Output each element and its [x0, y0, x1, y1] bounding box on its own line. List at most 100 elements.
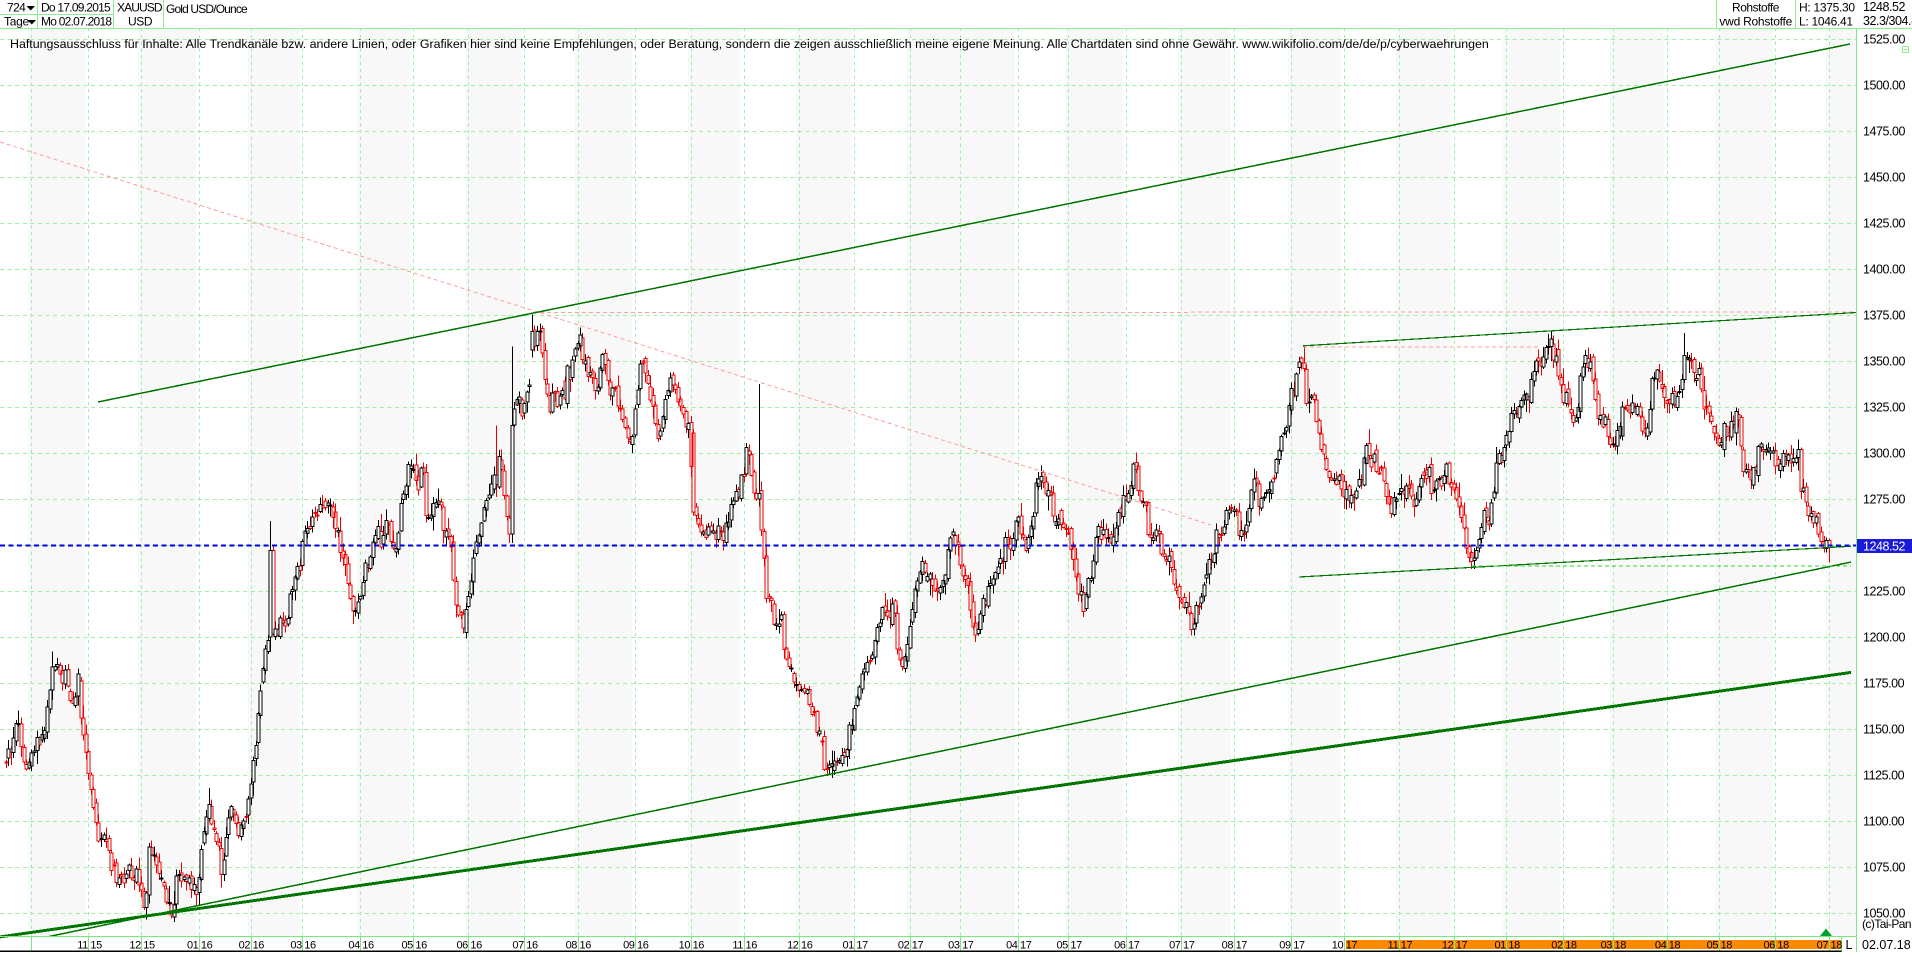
svg-text:1150.00: 1150.00 [1863, 723, 1905, 737]
svg-text:18: 18 [1777, 940, 1789, 952]
svg-text:16: 16 [693, 940, 705, 952]
svg-text:1275.00: 1275.00 [1863, 493, 1906, 507]
svg-text:vwd Rohstoffe: vwd Rohstoffe [1719, 15, 1792, 29]
svg-text:03: 03 [948, 940, 960, 952]
svg-text:XAUUSD: XAUUSD [117, 1, 163, 15]
svg-text:18: 18 [1831, 940, 1843, 952]
svg-text:1225.00: 1225.00 [1863, 585, 1906, 599]
svg-text:1450.00: 1450.00 [1863, 171, 1906, 185]
svg-text:16: 16 [201, 940, 213, 952]
svg-text:Mo 02.07.2018: Mo 02.07.2018 [41, 15, 112, 29]
svg-text:11: 11 [732, 940, 743, 952]
svg-text:1475.00: 1475.00 [1863, 125, 1906, 139]
svg-text:08: 08 [1222, 940, 1234, 952]
svg-text:07: 07 [512, 940, 524, 952]
svg-text:18: 18 [1615, 940, 1627, 952]
svg-text:16: 16 [253, 940, 265, 952]
svg-text:04: 04 [1655, 940, 1667, 952]
svg-text:1400.00: 1400.00 [1863, 263, 1906, 277]
svg-text:17: 17 [1070, 940, 1082, 952]
svg-text:01: 01 [842, 940, 854, 952]
svg-text:17: 17 [1401, 940, 1413, 952]
svg-text:01: 01 [1494, 940, 1506, 952]
svg-text:01: 01 [187, 940, 199, 952]
svg-text:17: 17 [912, 940, 924, 952]
svg-text:12: 12 [787, 940, 799, 952]
svg-text:17: 17 [1128, 940, 1140, 952]
svg-text:16: 16 [362, 940, 374, 952]
svg-text:1100.00: 1100.00 [1863, 815, 1905, 829]
svg-text:1248.52: 1248.52 [1863, 540, 1906, 554]
svg-text:1425.00: 1425.00 [1863, 217, 1906, 231]
svg-text:Rohstoffe: Rohstoffe [1732, 1, 1780, 15]
svg-text:11: 11 [1388, 940, 1399, 952]
svg-text:1050.00: 1050.00 [1863, 907, 1906, 921]
svg-text:17: 17 [856, 940, 868, 952]
svg-text:06: 06 [456, 940, 468, 952]
svg-text:1075.00: 1075.00 [1863, 861, 1906, 875]
svg-text:09: 09 [623, 940, 635, 952]
svg-text:02: 02 [1551, 940, 1563, 952]
svg-text:16: 16 [415, 940, 427, 952]
svg-text:L: L [1846, 938, 1853, 952]
svg-text:02: 02 [239, 940, 251, 952]
svg-text:12: 12 [129, 940, 141, 952]
svg-text:1125.00: 1125.00 [1863, 769, 1905, 783]
svg-text:06: 06 [1114, 940, 1126, 952]
svg-text:18: 18 [1508, 940, 1520, 952]
svg-text:Gold USD/Ounce: Gold USD/Ounce [166, 2, 248, 16]
svg-text:H: 1375.30: H: 1375.30 [1799, 1, 1855, 15]
svg-text:1300.00: 1300.00 [1863, 447, 1906, 461]
svg-text:32.3/304.8: 32.3/304.8 [1863, 14, 1912, 28]
svg-text:Haftungsausschluss für Inhalte: Haftungsausschluss für Inhalte: Alle Tre… [10, 37, 1489, 51]
svg-text:16: 16 [746, 940, 758, 952]
svg-text:04: 04 [348, 940, 360, 952]
svg-text:18: 18 [1565, 940, 1577, 952]
svg-text:17: 17 [1020, 940, 1032, 952]
svg-text:09: 09 [1279, 940, 1291, 952]
svg-text:1325.00: 1325.00 [1863, 401, 1906, 415]
svg-text:724: 724 [7, 1, 26, 15]
svg-text:10: 10 [679, 940, 691, 952]
svg-text:03: 03 [290, 940, 302, 952]
svg-text:18: 18 [1669, 940, 1681, 952]
svg-text:L: 1046.41: L: 1046.41 [1799, 15, 1853, 29]
svg-text:17: 17 [1236, 940, 1248, 952]
svg-text:12: 12 [1442, 940, 1454, 952]
svg-text:16: 16 [801, 940, 813, 952]
svg-text:16: 16 [580, 940, 592, 952]
svg-text:17: 17 [962, 940, 974, 952]
svg-text:1350.00: 1350.00 [1863, 355, 1906, 369]
svg-text:02: 02 [898, 940, 910, 952]
svg-text:Do 17.09.2015: Do 17.09.2015 [41, 1, 111, 15]
svg-text:17: 17 [1183, 940, 1195, 952]
svg-text:15: 15 [90, 940, 102, 952]
svg-text:16: 16 [304, 940, 316, 952]
svg-text:07: 07 [1817, 940, 1829, 952]
svg-text:17: 17 [1456, 940, 1468, 952]
svg-text:USD: USD [128, 15, 153, 29]
svg-text:15: 15 [143, 940, 155, 952]
svg-text:08: 08 [566, 940, 578, 952]
svg-text:16: 16 [637, 940, 649, 952]
svg-text:03: 03 [1601, 940, 1613, 952]
svg-text:(c)Tai-Pan: (c)Tai-Pan [1862, 917, 1911, 931]
svg-text:1248.52: 1248.52 [1863, 0, 1906, 14]
svg-text:Tage: Tage [4, 15, 29, 29]
svg-text:17: 17 [1293, 940, 1305, 952]
svg-text:05: 05 [1056, 940, 1068, 952]
svg-text:1175.00: 1175.00 [1863, 677, 1905, 691]
svg-text:17: 17 [1346, 940, 1358, 952]
svg-text:05: 05 [1707, 940, 1719, 952]
svg-text:18: 18 [1721, 940, 1733, 952]
svg-text:1500.00: 1500.00 [1863, 79, 1906, 93]
svg-text:1525.00: 1525.00 [1863, 33, 1906, 47]
svg-text:1200.00: 1200.00 [1863, 631, 1906, 645]
svg-text:06: 06 [1763, 940, 1775, 952]
svg-text:07: 07 [1169, 940, 1181, 952]
svg-text:10: 10 [1332, 940, 1344, 952]
svg-text:16: 16 [470, 940, 482, 952]
svg-text:16: 16 [526, 940, 538, 952]
svg-text:05: 05 [401, 940, 413, 952]
svg-text:04: 04 [1006, 940, 1018, 952]
